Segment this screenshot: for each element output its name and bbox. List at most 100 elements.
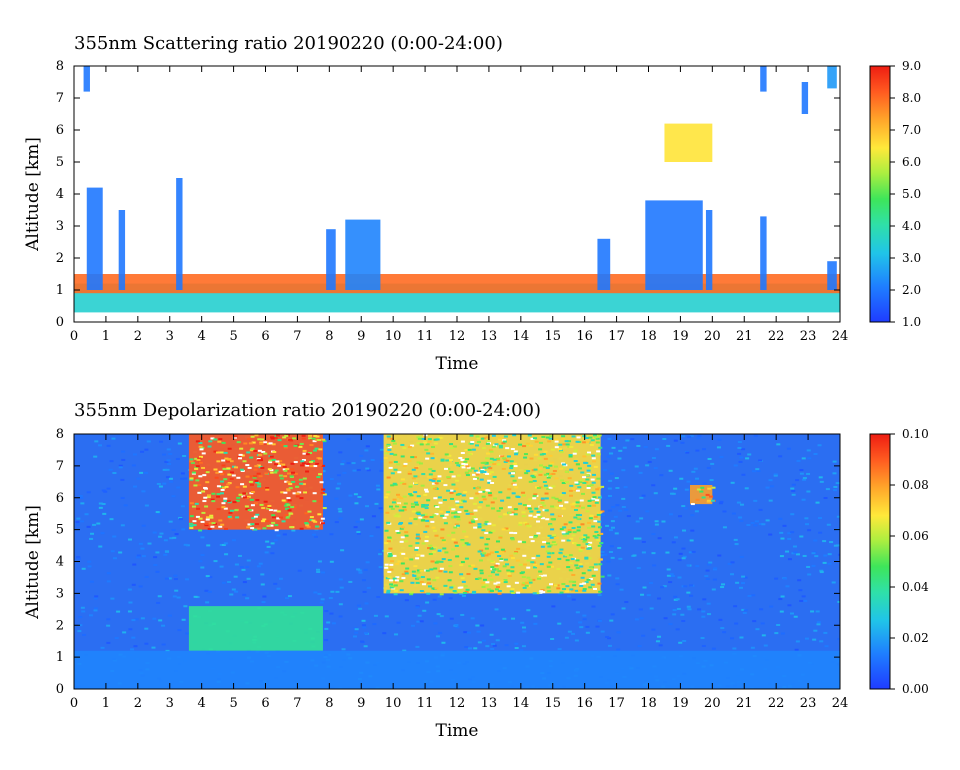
heatmap-cell: [386, 435, 391, 438]
heatmap-cell: [546, 586, 551, 589]
heatmap-cell: [415, 606, 420, 609]
heatmap-cell: [832, 460, 837, 463]
heatmap-cell: [793, 615, 798, 618]
heatmap-cell: [440, 458, 445, 461]
heatmap-cell: [191, 471, 196, 474]
heatmap-cell: [599, 554, 604, 557]
heatmap-cell: [245, 464, 250, 467]
heatmap-cell: [596, 453, 601, 456]
heatmap-cell: [578, 548, 583, 551]
heatmap-cell: [113, 557, 118, 560]
heatmap-cell: [681, 435, 686, 438]
heatmap-cell: [414, 548, 419, 551]
heatmap-cell: [205, 481, 210, 484]
heatmap-cell: [379, 448, 384, 451]
heatmap-cell: [183, 477, 188, 480]
heatmap-cell: [833, 489, 838, 492]
heatmap-cell: [161, 624, 166, 627]
heatmap-cell: [522, 504, 527, 507]
heatmap-cell: [322, 507, 327, 510]
heatmap-cell: [795, 553, 800, 556]
heatmap-cell: [593, 520, 598, 523]
heatmap-cell: [465, 465, 470, 468]
heatmap-cell: [514, 642, 519, 645]
heatmap-cell: [568, 521, 573, 524]
heatmap-cell: [416, 553, 421, 556]
heatmap-cell: [838, 494, 840, 497]
heatmap-cell: [481, 554, 486, 557]
heatmap-cell: [223, 478, 228, 481]
heatmap-cell: [568, 494, 573, 497]
heatmap-cell: [228, 511, 233, 514]
heatmap-cell: [497, 590, 502, 593]
heatmap-cell: [277, 464, 282, 467]
heatmap-cell: [425, 569, 430, 572]
heatmap-cell: [220, 488, 225, 491]
heatmap-cell: [224, 553, 229, 556]
heatmap-cell: [229, 477, 234, 480]
heatmap-cell: [605, 524, 610, 527]
heatmap-cell: [289, 439, 294, 442]
heatmap-cell: [431, 587, 436, 590]
heatmap-cell: [76, 556, 81, 559]
heatmap-cell: [492, 444, 497, 447]
heatmap-cell: [317, 592, 322, 595]
heatmap-cell: [338, 603, 343, 606]
heatmap-cell: [93, 607, 98, 610]
heatmap-cell: [433, 567, 438, 570]
heatmap-cell: [396, 621, 401, 624]
heatmap-cell: [439, 560, 444, 563]
heatmap-cell: [470, 441, 475, 444]
heatmap-cell: [393, 453, 398, 456]
heatmap-cell: [402, 506, 407, 509]
heatmap-cell: [284, 434, 289, 437]
x-tick-label: 5: [229, 329, 237, 344]
heatmap-cell: [281, 520, 286, 523]
heatmap-cell: [194, 467, 199, 470]
heatmap-cell: [413, 482, 418, 485]
heatmap-cell: [790, 513, 795, 516]
heatmap-cell: [514, 453, 519, 456]
heatmap-cell: [760, 622, 765, 625]
heatmap-cell: [468, 521, 473, 524]
heatmap-cell: [454, 544, 459, 547]
heatmap-cell: [434, 534, 439, 537]
heatmap-cell: [102, 512, 107, 515]
heatmap-cell: [588, 517, 593, 520]
heatmap-cell: [396, 515, 401, 518]
heatmap-cell: [379, 469, 384, 472]
heatmap-cell: [454, 487, 459, 490]
heatmap-cell: [309, 518, 314, 521]
heatmap-cell: [401, 573, 406, 576]
heatmap-cell: [529, 457, 534, 460]
heatmap-cell: [607, 574, 612, 577]
heatmap-cell: [451, 584, 456, 587]
heatmap-cell: [89, 580, 94, 583]
heatmap-cell: [589, 514, 594, 517]
heatmap-cell: [424, 507, 429, 510]
heatmap-cell: [456, 464, 461, 467]
heatmap-cell: [645, 510, 650, 513]
heatmap-cell: [89, 537, 94, 540]
heatmap-cell: [420, 554, 425, 557]
heatmap-cell: [548, 544, 553, 547]
heatmap-cell: [565, 559, 570, 562]
heatmap-cell: [242, 581, 247, 584]
heatmap-cell: [198, 442, 203, 445]
heatmap-cell: [529, 444, 534, 447]
heatmap-cell: [522, 445, 527, 448]
heatmap-cell: [597, 594, 602, 597]
heatmap-cell: [247, 495, 252, 498]
heatmap-cell: [621, 497, 626, 500]
heatmap-cell: [595, 441, 600, 444]
y-tick-label: 4: [56, 187, 64, 202]
heatmap-cell: [88, 614, 93, 617]
heatmap-cell: [542, 466, 547, 469]
heatmap-cell: [768, 533, 773, 536]
heatmap-cell: [565, 443, 570, 446]
heatmap-cell: [521, 645, 526, 648]
heatmap-cell: [652, 564, 657, 567]
heatmap-cell: [539, 563, 544, 566]
heatmap-cell: [655, 640, 660, 643]
heatmap-cell: [402, 508, 407, 511]
